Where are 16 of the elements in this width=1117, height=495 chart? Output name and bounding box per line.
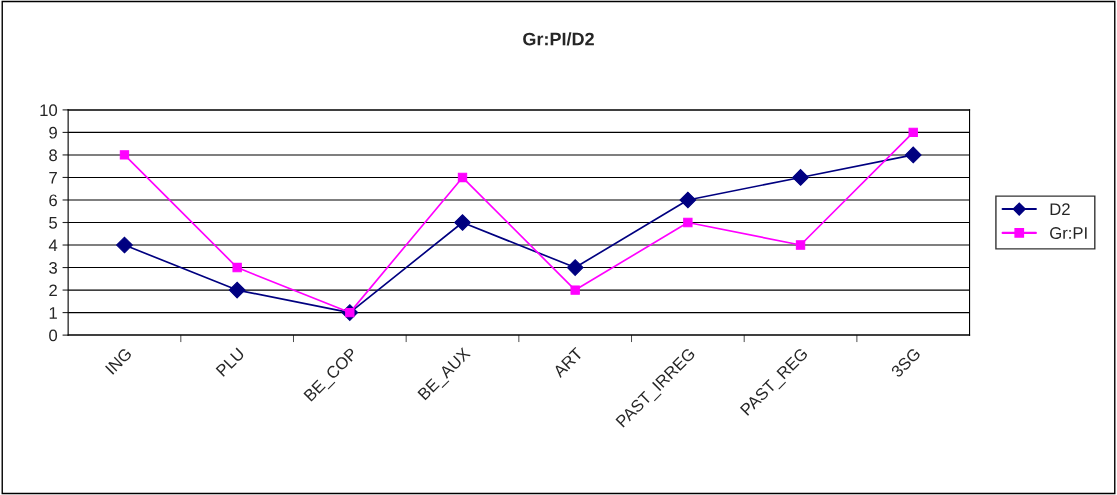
chart-title: Gr:PI/D2 [523, 32, 594, 46]
y-tick-label: 1 [49, 307, 57, 319]
y-tick-label: 3 [49, 261, 57, 274]
y-tick-label: 10 [40, 104, 58, 117]
y-tick-label: 7 [49, 172, 57, 184]
y-tick-label: 2 [49, 284, 57, 297]
y-tick-label: 0 [49, 329, 58, 342]
legend-label: D2 [1050, 203, 1070, 215]
y-tick-label: 9 [49, 126, 57, 139]
legend-label: Gr:PI [1050, 227, 1087, 239]
y-tick-label: 8 [49, 149, 57, 162]
y-tick-label: 4 [48, 239, 58, 252]
x-tick-label: 3SG [890, 347, 921, 379]
x-tick-label: ING [104, 347, 133, 375]
y-tick-label: 5 [49, 217, 58, 229]
y-tick-label: 6 [49, 194, 57, 207]
